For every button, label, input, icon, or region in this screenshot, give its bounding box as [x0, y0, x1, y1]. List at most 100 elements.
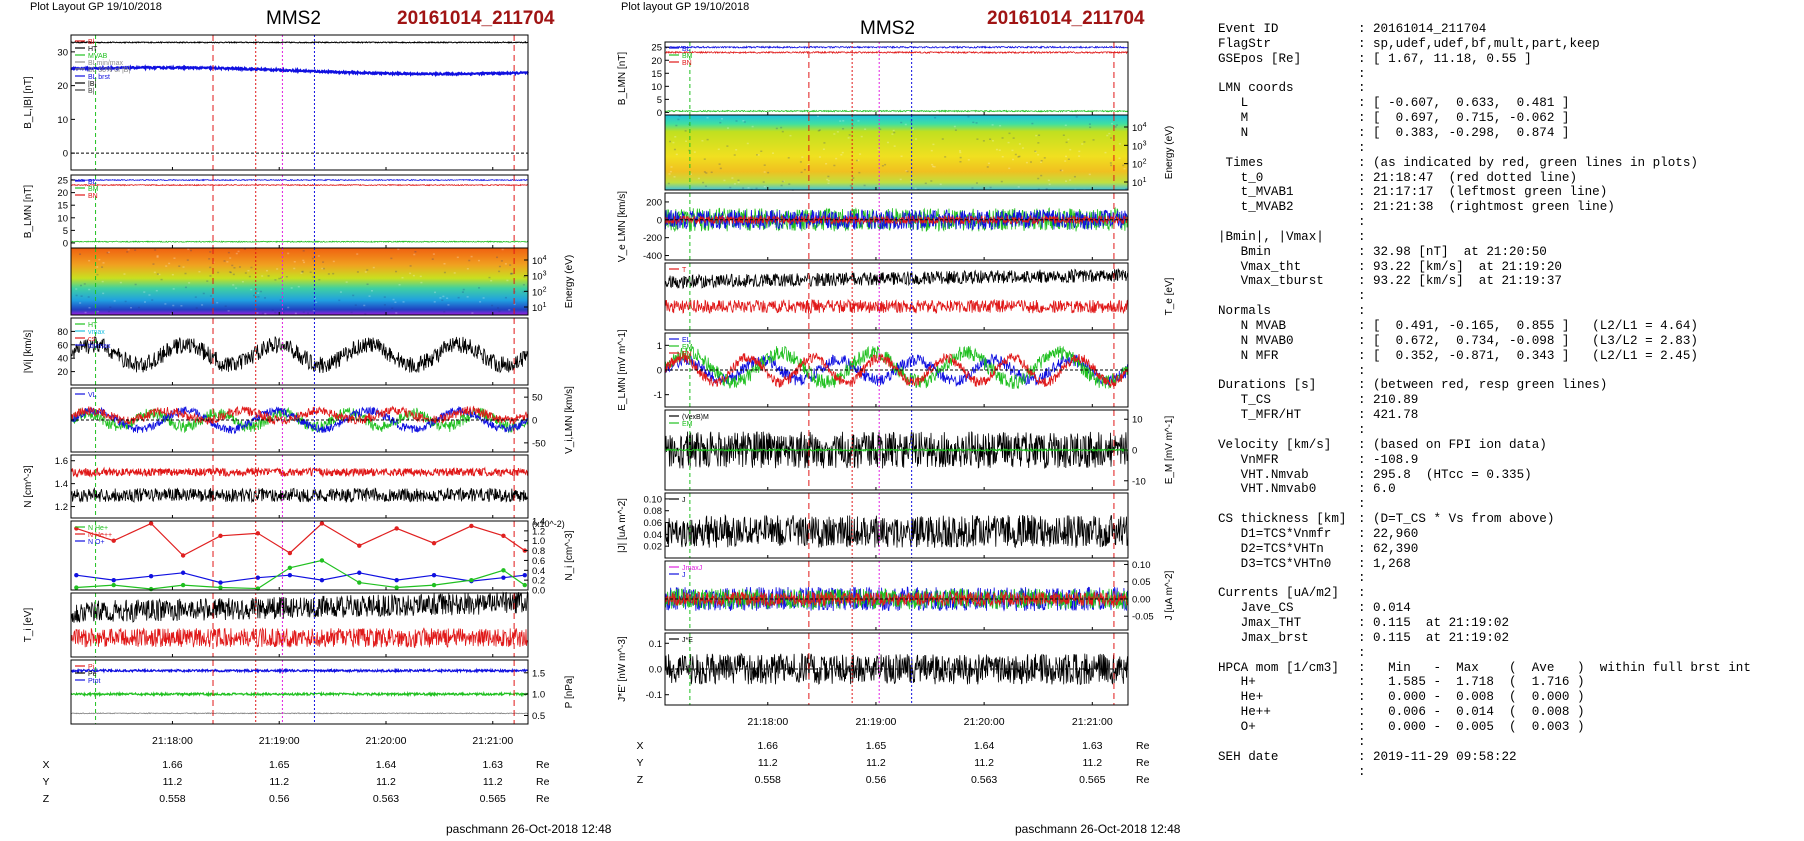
legend-label: Bl	[88, 39, 95, 46]
spectrogram-speckle	[959, 156, 962, 159]
spectrogram-speckle	[394, 301, 397, 304]
spectrogram-speckle	[924, 182, 927, 185]
spectrogram-speckle	[101, 280, 104, 283]
spectrogram-speckle	[398, 283, 401, 286]
spectrogram-speckle	[911, 128, 914, 130]
ephemeris-unit: Re	[1136, 757, 1150, 769]
spectrogram-speckle	[737, 181, 740, 184]
info-key: LMN coords	[1218, 81, 1294, 96]
spectrogram-speckle	[257, 292, 260, 294]
spectrogram-speckle	[223, 260, 226, 262]
spectrogram-speckle	[1014, 153, 1017, 156]
spectrogram-speckle	[250, 288, 253, 291]
info-colon: :	[1358, 393, 1366, 408]
spectrogram-speckle	[75, 294, 78, 297]
y-axis-label: V_e LMN [km/s]	[617, 191, 628, 262]
y-tick-label: 0.8	[532, 546, 545, 557]
data-point	[180, 553, 186, 558]
y-tick-label: 0.6	[532, 556, 545, 567]
data-point	[394, 526, 399, 531]
data-point	[148, 586, 154, 592]
spectrogram-speckle	[826, 178, 829, 181]
spectrogram-speckle	[827, 179, 830, 182]
spectrogram-speckle	[780, 126, 783, 129]
ephemeris-label: Z	[637, 774, 644, 786]
spectrogram-speckle	[677, 118, 680, 121]
spectrogram-speckle	[851, 119, 854, 122]
y-axis-label: B_L,|B| [nT]	[23, 76, 34, 129]
mid-event-title: 20161014_211704	[987, 8, 1145, 29]
spectrogram-speckle	[303, 261, 306, 264]
spectrogram-speckle	[693, 151, 696, 153]
info-value: [ 0.672, 0.734, -0.098 ] (L3/L2 = 2.83)	[1373, 333, 1698, 348]
spectrogram-speckle	[301, 270, 304, 273]
spectrogram-speckle	[309, 271, 312, 273]
spectrogram-speckle	[312, 309, 315, 312]
spectrogram-speckle	[332, 260, 335, 263]
y-tick-label: 0.10	[644, 494, 663, 505]
legend-label: cs	[88, 336, 96, 343]
y-tick-label: 1.5	[532, 668, 545, 679]
legend-label: BL 50% of |B|	[88, 67, 130, 74]
spectrogram-speckle	[742, 120, 745, 122]
mid-plot-layout-label: Plot layout GP 19/10/2018	[621, 1, 750, 13]
info-key: GSEpos [Re]	[1218, 51, 1302, 66]
spectrogram-speckle	[762, 181, 765, 183]
spectrogram-speckle	[1040, 159, 1043, 162]
info-value: [ 1.67, 11.18, 0.55 ]	[1373, 51, 1532, 66]
spectrogram-speckle	[1104, 151, 1107, 154]
series-line	[664, 208, 1129, 231]
spectrogram-speckle	[1088, 173, 1091, 176]
spectrogram-speckle	[701, 140, 704, 142]
panel-frame	[70, 520, 529, 591]
y-tick-label: 25	[57, 176, 68, 187]
panel-left-6: 1.6 1.4 1.2 N [cm^-3]	[23, 454, 529, 519]
spectrogram-speckle	[412, 274, 415, 277]
info-value: [ 0.383, -0.298, 0.874 ]	[1373, 125, 1570, 140]
spectrogram-speckle	[891, 133, 894, 135]
spectrogram-speckle	[991, 139, 994, 142]
spectrogram-speckle	[959, 160, 962, 163]
spectrogram-speckle	[290, 287, 293, 289]
info-colon: :	[1358, 378, 1366, 393]
y-tick-label: 20	[651, 56, 662, 67]
info-colon: :	[1358, 690, 1366, 705]
y-axis-label: |Vi| [km/s]	[23, 330, 34, 374]
legend-label: N O+	[88, 539, 105, 546]
spectrogram-speckle	[1001, 137, 1004, 139]
spectrogram-speckle	[153, 271, 156, 274]
data-point	[394, 585, 399, 590]
y-tick-label: 0.5	[532, 711, 545, 722]
spectrogram-speckle	[345, 281, 348, 283]
spectrogram-speckle	[1011, 158, 1014, 161]
y-tick-label: 1	[657, 341, 662, 352]
data-point	[431, 573, 437, 578]
info-colon: :	[1358, 556, 1366, 571]
info-colon: :	[1358, 660, 1366, 675]
series-line	[70, 405, 529, 426]
series-line	[70, 627, 529, 649]
spectrogram-speckle	[96, 266, 99, 268]
spectrogram-speckle	[259, 290, 262, 293]
ephemeris-label: X	[42, 759, 49, 771]
spectrogram-speckle	[227, 251, 230, 254]
info-value: (based on FPI ion data)	[1373, 437, 1547, 452]
info-colon: :	[1358, 452, 1366, 467]
spectrogram-speckle	[678, 115, 681, 117]
y-tick-label: 30	[57, 47, 68, 58]
spectrogram-speckle	[447, 304, 450, 306]
spectrogram-speckle	[763, 164, 766, 166]
spectrogram-speckle	[1045, 188, 1048, 190]
spectrogram-speckle	[354, 304, 357, 306]
legend-label: BN	[88, 193, 98, 200]
y-axis-label: T_i [eV]	[23, 608, 34, 643]
spectrogram-speckle	[910, 121, 913, 123]
info-colon: :	[1358, 185, 1366, 200]
panel-frame	[664, 192, 1129, 261]
spectrogram-speckle	[466, 296, 469, 298]
series-line	[70, 240, 529, 244]
info-key: FlagStr	[1218, 36, 1271, 51]
spectrogram-speckle	[443, 311, 446, 313]
